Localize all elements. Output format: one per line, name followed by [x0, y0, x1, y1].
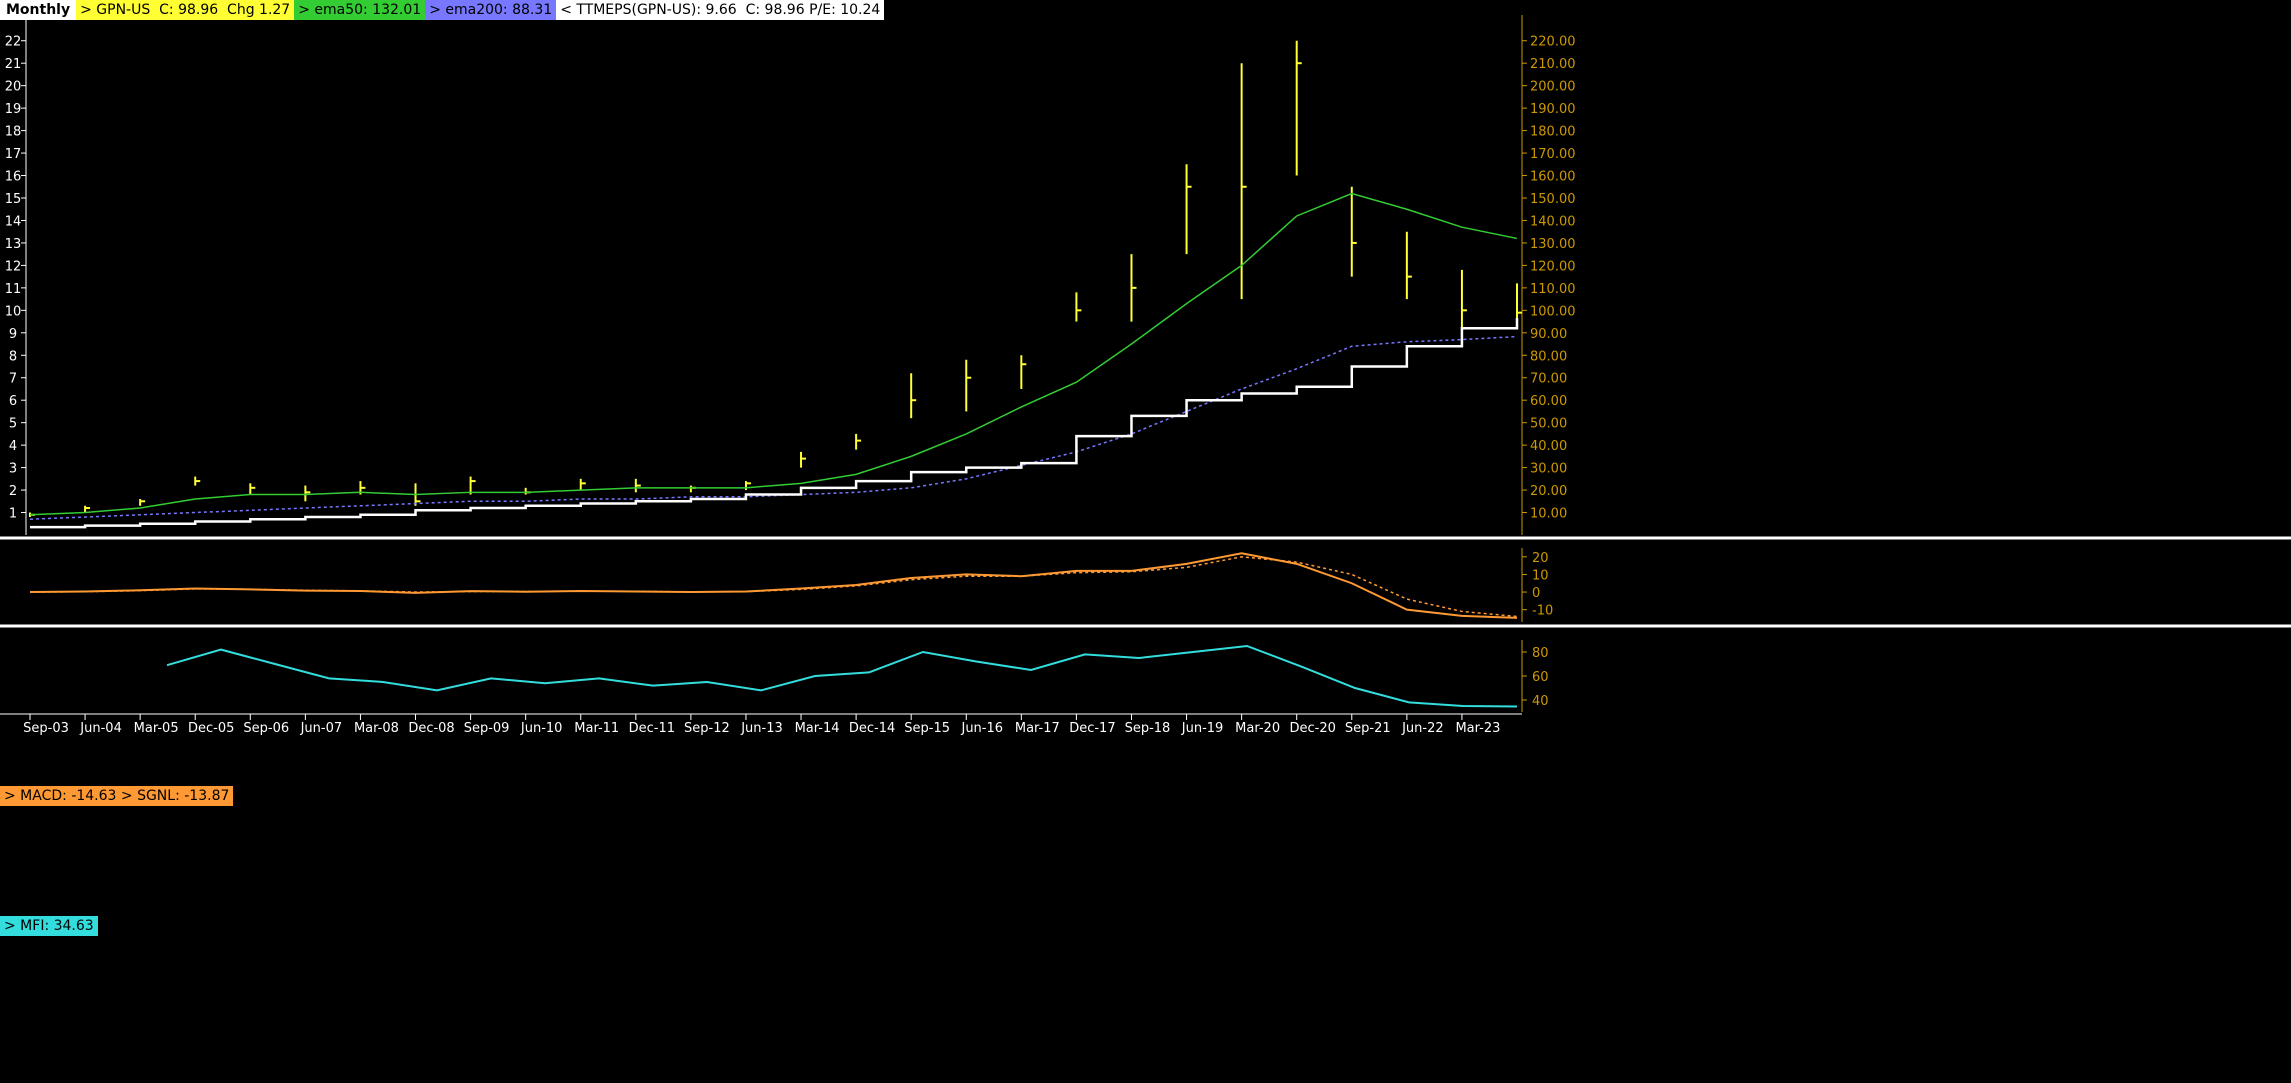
time-tick-label: Sep-09 — [464, 721, 510, 736]
price-left-tick-label: 8 — [9, 349, 17, 364]
time-tick-label: Dec-17 — [1069, 721, 1115, 736]
eps-legend: < TTMEPS(GPN-US): 9.66 C: 98.96 P/E: 10.… — [556, 0, 885, 20]
price-left-tick-label: 12 — [5, 259, 22, 274]
mfi-line — [166, 644, 1518, 708]
legend-bar: Monthly > GPN-US C: 98.96 Chg 1.27 > ema… — [0, 0, 885, 20]
price-right-tick-label: 130.00 — [1530, 237, 1576, 252]
macd-tick-label: -10 — [1532, 604, 1553, 619]
price-left-tick-label: 7 — [9, 372, 17, 387]
price-left-tick-label: 19 — [5, 102, 22, 117]
price-left-tick-label: 11 — [5, 282, 22, 297]
time-tick-label: Mar-20 — [1235, 721, 1280, 736]
price-left-tick-label: 22 — [5, 35, 22, 50]
ema200-line — [29, 335, 1518, 521]
time-tick-label: Sep-12 — [684, 721, 730, 736]
price-left-tick-label: 6 — [9, 394, 17, 409]
price-left-tick-label: 18 — [5, 125, 22, 140]
price-right-tick-label: 60.00 — [1530, 394, 1567, 409]
price-right-tick-label: 30.00 — [1530, 462, 1567, 477]
price-left-tick-label: 1 — [9, 507, 17, 522]
eps-line — [30, 317, 1519, 529]
price-right-tick-label: 40.00 — [1530, 439, 1567, 454]
time-tick-label: Dec-05 — [188, 721, 234, 736]
macd-line — [29, 552, 1518, 619]
time-tick-label: Jun-07 — [300, 721, 343, 736]
price-left-tick-label: 20 — [5, 80, 22, 95]
price-left-tick-label: 5 — [9, 417, 17, 432]
price-right-tick-label: 170.00 — [1530, 147, 1576, 162]
mfi-tick-label: 40 — [1532, 694, 1549, 709]
time-tick-label: Jun-19 — [1181, 721, 1224, 736]
time-tick-label: Mar-05 — [134, 721, 179, 736]
price-left-tick-label: 3 — [9, 462, 17, 477]
time-tick-label: Mar-14 — [795, 721, 840, 736]
price-left-tick-label: 9 — [9, 327, 17, 342]
time-tick-label: Sep-03 — [23, 721, 69, 736]
price-right-tick-label: 20.00 — [1530, 484, 1567, 499]
macd-tick-label: 0 — [1532, 586, 1540, 601]
time-tick-label: Dec-08 — [408, 721, 454, 736]
time-tick-label: Mar-11 — [574, 721, 619, 736]
time-tick-label: Jun-10 — [520, 721, 563, 736]
time-tick-label: Sep-18 — [1125, 721, 1171, 736]
price-right-tick-label: 110.00 — [1530, 282, 1576, 297]
macd-tick-label: 20 — [1532, 551, 1549, 566]
price-right-tick-label: 160.00 — [1530, 170, 1576, 185]
price-right-tick-label: 90.00 — [1530, 327, 1567, 342]
time-tick-label: Mar-23 — [1455, 721, 1500, 736]
ema50-line — [29, 192, 1518, 516]
price-left-tick-label: 21 — [5, 57, 22, 72]
price-right-tick-label: 140.00 — [1530, 214, 1576, 229]
mfi-legend-tag: > MFI: 34.63 — [0, 916, 98, 936]
macd-tick-label: 10 — [1532, 568, 1549, 583]
time-tick-label: Sep-06 — [243, 721, 289, 736]
price-left-tick-label: 14 — [5, 214, 22, 229]
price-left-tick-label: 17 — [5, 147, 22, 162]
price-right-tick-label: 10.00 — [1530, 507, 1567, 522]
price-left-tick-label: 15 — [5, 192, 22, 207]
price-left-tick-label: 10 — [5, 304, 22, 319]
signal-line — [29, 556, 1518, 618]
price-right-tick-label: 210.00 — [1530, 57, 1576, 72]
time-tick-label: Dec-20 — [1290, 721, 1336, 736]
time-tick-label: Mar-17 — [1015, 721, 1060, 736]
price-right-tick-label: 180.00 — [1530, 125, 1576, 140]
macd-legend: > MACD: -14.63 > SGNL: -13.87 — [0, 786, 234, 806]
time-tick-label: Dec-11 — [629, 721, 675, 736]
mfi-legend: > MFI: 34.63 — [0, 916, 98, 936]
price-right-tick-label: 50.00 — [1530, 417, 1567, 432]
time-tick-label: Jun-22 — [1401, 721, 1444, 736]
price-left-tick-label: 16 — [5, 170, 22, 185]
price-right-tick-label: 80.00 — [1530, 349, 1567, 364]
price-left-tick-label: 4 — [9, 439, 17, 454]
price-right-tick-label: 120.00 — [1530, 259, 1576, 274]
time-tick-label: Jun-16 — [960, 721, 1003, 736]
price-right-tick-label: 70.00 — [1530, 372, 1567, 387]
time-tick-label: Sep-15 — [904, 721, 950, 736]
price-legend: > GPN-US C: 98.96 Chg 1.27 — [76, 0, 295, 20]
ema50-legend: > ema50: 132.01 — [294, 0, 426, 20]
price-right-tick-label: 220.00 — [1530, 35, 1576, 50]
price-right-tick-label: 150.00 — [1530, 192, 1576, 207]
mfi-tick-label: 60 — [1532, 670, 1549, 685]
macd-legend-tag: > MACD: -14.63 > SGNL: -13.87 — [0, 786, 234, 806]
time-tick-label: Dec-14 — [849, 721, 895, 736]
time-tick-label: Sep-21 — [1345, 721, 1391, 736]
period-label[interactable]: Monthly — [0, 0, 77, 20]
ema200-legend: > ema200: 88.31 — [425, 0, 557, 20]
price-left-tick-label: 13 — [5, 237, 22, 252]
price-left-tick-label: 2 — [9, 484, 17, 499]
price-right-tick-label: 100.00 — [1530, 304, 1576, 319]
mfi-tick-label: 80 — [1532, 646, 1549, 661]
time-tick-label: Jun-04 — [79, 721, 122, 736]
price-right-tick-label: 190.00 — [1530, 102, 1576, 117]
time-tick-label: Mar-08 — [354, 721, 399, 736]
time-tick-label: Jun-13 — [740, 721, 783, 736]
price-right-tick-label: 200.00 — [1530, 80, 1576, 95]
